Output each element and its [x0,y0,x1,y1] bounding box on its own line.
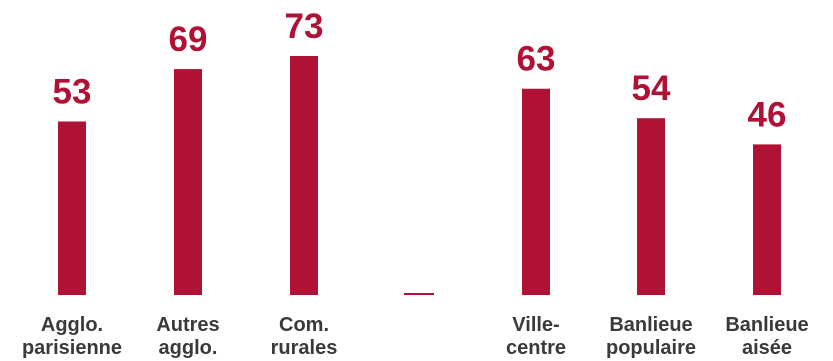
bar [522,88,550,296]
bar [58,121,86,295]
value-label: 54 [632,69,671,108]
group-separator [404,293,434,295]
bar [290,56,318,295]
category-label: Banlieue [609,314,692,336]
category-label: Autres [156,314,219,336]
category-label: agglo. [159,337,218,359]
bar [637,118,665,296]
category-label: populaire [606,337,696,359]
category-label: aisée [742,337,792,359]
bars-group [58,56,781,296]
value-label: 63 [517,40,556,79]
category-label: parisienne [22,337,122,359]
value-label: 53 [53,72,92,111]
bar [753,144,781,295]
category-label: Agglo. [41,314,103,336]
value-label: 69 [169,20,208,59]
category-label: rurales [271,337,338,359]
category-label: Banlieue [725,314,808,336]
category-label: centre [506,337,566,359]
category-label: Ville- [512,314,559,336]
bar [174,69,202,296]
value-labels-group: 53 69 73 63 54 46 [53,7,787,134]
value-label: 73 [285,7,324,46]
value-label: 46 [748,95,787,134]
category-label: Com. [279,314,329,336]
